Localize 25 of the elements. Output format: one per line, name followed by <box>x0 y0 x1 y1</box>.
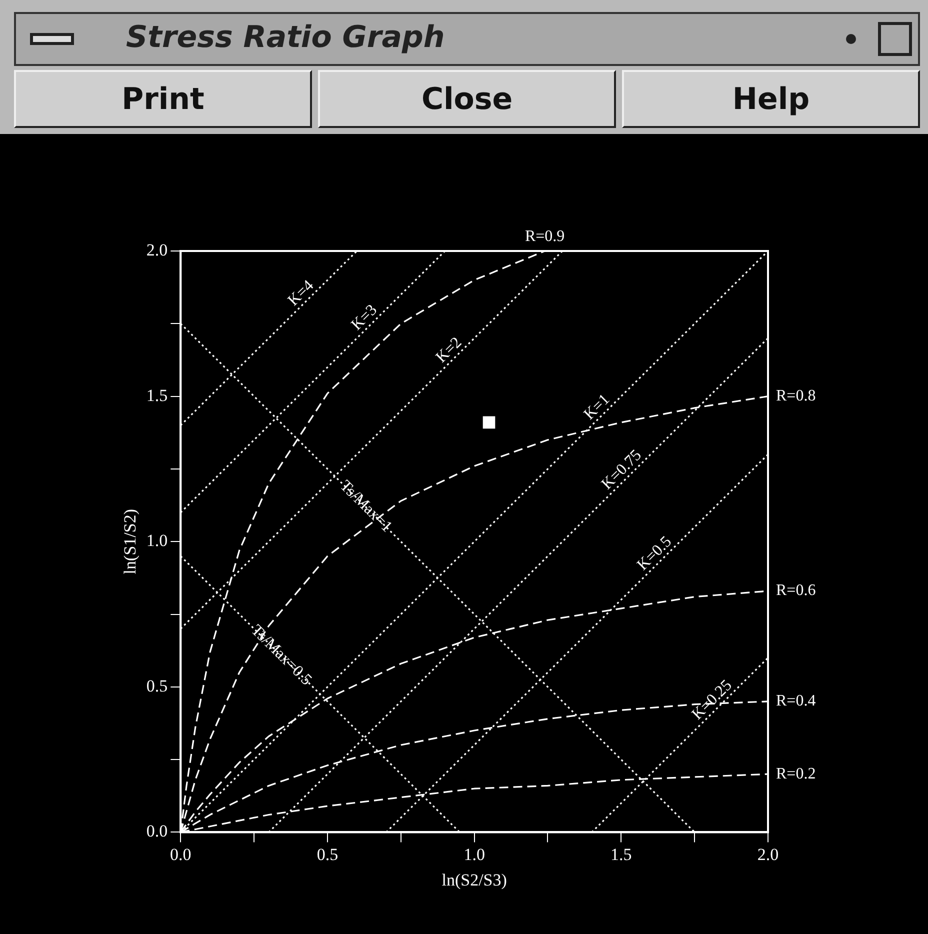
text: K=1 <box>580 391 614 424</box>
series-label: R=0.2 <box>776 765 816 782</box>
y-tick-label: 2.0 <box>146 240 168 260</box>
x-tick-label: 1.5 <box>610 844 632 864</box>
text: K=4 <box>284 277 318 310</box>
x-axis-title: ln(S2/S3) <box>442 870 507 890</box>
text: K=3 <box>348 302 381 334</box>
y-tick-label: 1.5 <box>146 386 168 405</box>
y-tick-label: 0.5 <box>146 676 168 696</box>
y-axis-title: ln(S1/S2) <box>120 509 140 574</box>
x-tick-label: 2.0 <box>757 844 779 864</box>
x-tick-label: 0.5 <box>316 844 338 864</box>
series-label: R=0.9 <box>524 228 565 246</box>
series-label: R=0.4 <box>776 692 816 710</box>
text: K=2 <box>432 334 466 366</box>
y-tick-label: 0.0 <box>146 822 168 841</box>
y-tick-label: 1.0 <box>146 531 168 550</box>
text: Print <box>14 70 312 128</box>
text: Close <box>318 70 616 128</box>
series-label: R=0.8 <box>776 388 816 405</box>
series-label: R=0.6 <box>776 582 816 600</box>
x-tick-label: 0.0 <box>170 844 192 864</box>
text: Help <box>622 70 920 128</box>
chart-title: Stress Ratio Graph <box>126 20 445 55</box>
x-tick-label: 1.0 <box>464 844 485 864</box>
